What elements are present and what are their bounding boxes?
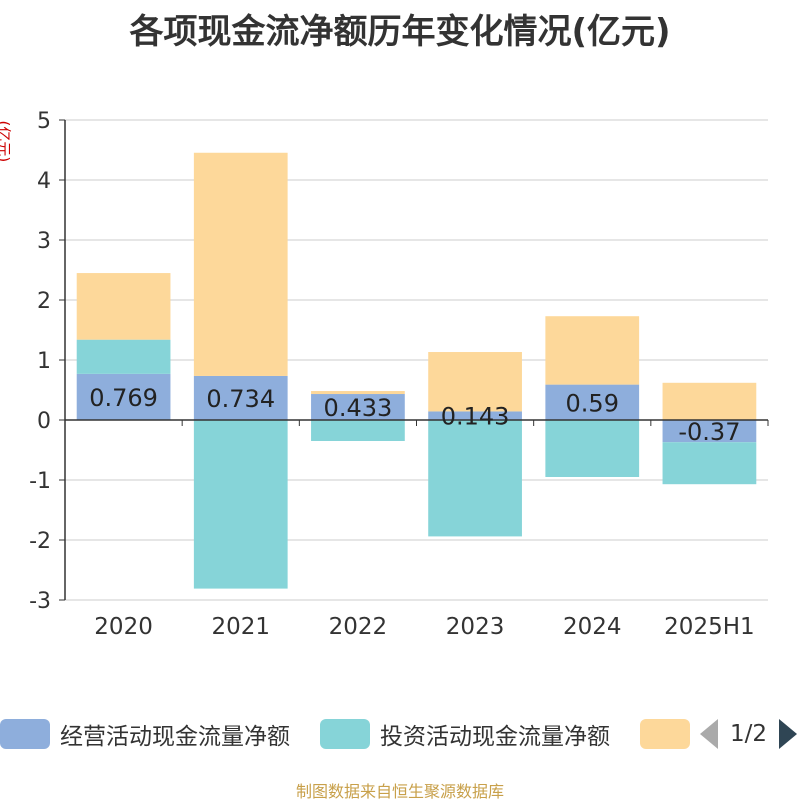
legend-item-operating[interactable]: 经营活动现金流量净额	[0, 716, 290, 752]
legend-pager: 1/2	[700, 716, 798, 752]
bar-series1-2024	[545, 420, 640, 477]
bar-series1-2021	[193, 420, 288, 589]
chart-title: 各项现金流净额历年变化情况(亿元)	[129, 12, 671, 52]
y-tick-label: -2	[29, 529, 51, 554]
x-tick-label: 2022	[329, 614, 388, 640]
legend-item-investing[interactable]: 投资活动现金流量净额	[320, 716, 610, 752]
bar-series0-2020	[76, 373, 171, 420]
bar-series2-2022	[311, 391, 405, 395]
bar-series2-2025H1	[662, 382, 757, 420]
legend-page-indicator: 1/2	[730, 721, 768, 747]
bar-series0-2023	[428, 411, 522, 420]
data-source-note: 制图数据来自恒生聚源数据库	[295, 782, 504, 801]
chart-legend: 经营活动现金流量净额 投资活动现金流量净额	[0, 716, 800, 752]
legend-next-page-icon[interactable]	[779, 719, 798, 749]
legend-swatch-investing	[320, 719, 370, 749]
data-label: 0.433	[324, 394, 393, 422]
x-tick-label: 2025H1	[664, 614, 754, 640]
y-tick-label: 0	[37, 409, 51, 434]
bar-series0-2021	[193, 375, 288, 420]
data-label: 0.734	[206, 385, 275, 413]
legend-swatch-operating	[0, 719, 50, 749]
bar-series1-2022	[311, 420, 405, 441]
bar-series0-2022	[311, 394, 405, 420]
y-tick-label: 3	[37, 229, 51, 254]
data-label: -0.37	[678, 418, 740, 446]
x-tick-label: 2024	[563, 614, 622, 640]
y-tick-label: -3	[29, 589, 51, 614]
bar-series0-2025H1	[662, 420, 757, 443]
x-tick-label: 2021	[211, 614, 270, 640]
bar-series1-2025H1	[662, 442, 757, 485]
bar-series2-2023	[428, 352, 522, 412]
stacked-bar-chart: -3 -2 -1 0 1 2 3 4 5 2020 2021 2022 2023 2024 2025H1 0.…	[29, 109, 769, 640]
bar-series2-2024	[545, 316, 640, 385]
legend-label-investing: 投资活动现金流量净额	[380, 724, 610, 750]
bar-series1-2023	[428, 420, 522, 537]
y-tick-label: 1	[37, 349, 51, 374]
legend-item-financing[interactable]	[640, 716, 700, 752]
x-tick-label: 2020	[94, 614, 153, 640]
legend-prev-page-icon[interactable]	[700, 719, 718, 749]
legend-swatch-financing	[640, 719, 690, 749]
data-label: 0.59	[566, 389, 619, 417]
x-tick-label: 2023	[446, 614, 505, 640]
y-tick-label: 4	[37, 169, 51, 194]
data-label: 0.769	[89, 384, 158, 412]
y-tick-label: 2	[37, 289, 51, 314]
bar-series2-2021	[193, 152, 288, 376]
bar-series0-2024	[545, 384, 640, 420]
y-tick-label: -1	[29, 469, 51, 494]
legend-label-operating: 经营活动现金流量净额	[60, 724, 290, 750]
y-tick-label: 5	[37, 109, 51, 134]
bar-series1-2020	[76, 339, 171, 374]
bar-series2-2020	[76, 273, 171, 340]
data-label: 0.143	[441, 403, 510, 431]
